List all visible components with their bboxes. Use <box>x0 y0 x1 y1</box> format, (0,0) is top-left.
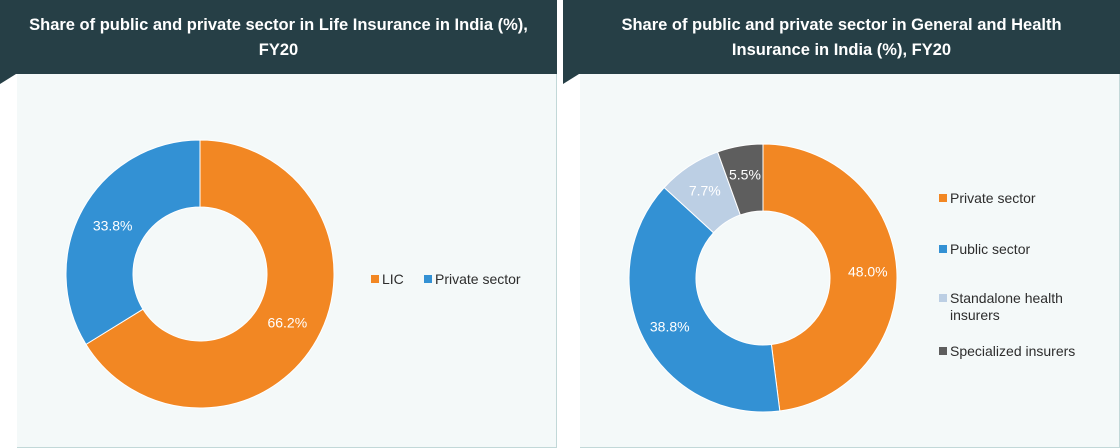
legend-label-private-sector: Private sector <box>435 271 521 287</box>
legend: LIC Private sector <box>371 271 521 287</box>
chart-panel-life-insurance: Share of public and private sector in Li… <box>0 0 557 448</box>
legend-label-standalone-health-insurers: Standalone health insurers <box>950 290 1063 323</box>
chart-title-line-2: Insurance in India (%), FY20 <box>731 41 952 59</box>
header-notch <box>563 74 579 84</box>
donut-chart-life: 66.2% 33.8% LIC Private sector <box>65 139 521 409</box>
legend-swatch-lic <box>371 275 379 283</box>
donut-slice-lic <box>85 139 335 409</box>
legend: Private sector Public sector Standalone he… <box>939 190 1075 359</box>
data-label-private-sector: 33.8% <box>93 217 133 233</box>
data-label-standalone-health-insurers: 7.7% <box>689 183 721 199</box>
legend-swatch-specialized-insurers <box>939 347 947 355</box>
legend-label-private-sector: Private sector <box>950 190 1036 206</box>
chart-title-line-1: Share of public and private sector in Ge… <box>621 16 1062 34</box>
legend-label-lic: LIC <box>382 271 404 287</box>
legend-swatch-private-sector <box>939 194 947 202</box>
donut-slice-public-sector <box>628 186 781 413</box>
legend-label-public-sector: Public sector <box>950 241 1030 257</box>
legend-swatch-private-sector <box>424 275 432 283</box>
chart-title-line-2: FY20 <box>258 41 299 59</box>
chart-panel-general-health-insurance: Share of public and private sector in Ge… <box>563 0 1120 448</box>
data-label-private-sector: 48.0% <box>848 263 888 279</box>
chart-title: Share of public and private sector in Li… <box>0 0 557 74</box>
chart-title-line-1: Share of public and private sector in Li… <box>29 16 528 34</box>
data-label-public-sector: 38.8% <box>650 318 690 334</box>
legend-swatch-standalone-health-insurers <box>939 294 947 302</box>
donut-chart-general-health: 48.0% 38.8% 7.7% 5.5% Private sector Public s… <box>628 143 1075 413</box>
data-label-lic: 66.2% <box>267 315 307 331</box>
legend-swatch-public-sector <box>939 245 947 253</box>
donut-slice-private-sector <box>65 139 201 346</box>
donut-slice-private-sector <box>762 143 898 412</box>
legend-label-specialized-insurers: Specialized insurers <box>950 343 1075 359</box>
chart-title: Share of public and private sector in Ge… <box>563 0 1120 74</box>
donut-slice-specialized-insurers <box>716 143 764 216</box>
data-label-specialized-insurers: 5.5% <box>729 167 761 183</box>
header-notch <box>0 74 16 84</box>
